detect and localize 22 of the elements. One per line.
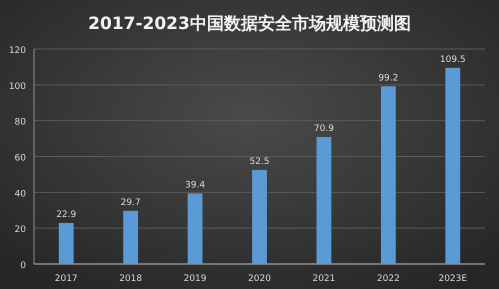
x-tick-label: 2017 — [54, 274, 78, 284]
data-label: 29.7 — [120, 198, 141, 208]
data-label: 22.9 — [56, 210, 77, 220]
chart-title: 2017-2023中国数据安全市场规模预测图 — [88, 14, 411, 34]
y-tick-label: 80 — [14, 118, 26, 128]
data-label: 70.9 — [314, 124, 334, 134]
data-label: 52.5 — [249, 156, 270, 167]
data-label: 109.5 — [440, 54, 466, 65]
data-label: 39.4 — [185, 180, 206, 190]
x-tick-label: 2020 — [248, 274, 272, 284]
x-tick-label: 2021 — [312, 274, 336, 284]
x-tick-label: 2023E — [438, 274, 468, 284]
y-tick-label: 0 — [20, 261, 26, 271]
data-label: 99.2 — [378, 73, 398, 84]
y-tick-label: 20 — [14, 225, 26, 236]
y-tick-label: 60 — [14, 154, 26, 164]
y-tick-label: 100 — [8, 82, 26, 92]
y-tick-label: 120 — [8, 46, 26, 56]
x-tick-label: 2022 — [376, 274, 400, 284]
y-tick-label: 40 — [14, 189, 26, 200]
x-tick-label: 2019 — [184, 274, 207, 284]
x-tick-label: 2018 — [119, 274, 142, 284]
